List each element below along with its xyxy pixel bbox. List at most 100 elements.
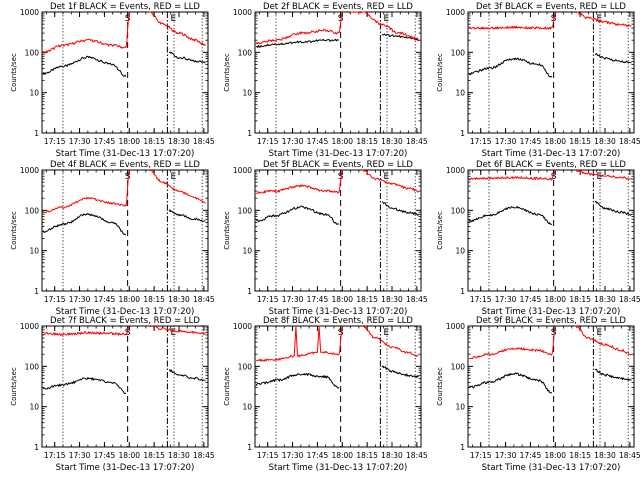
x-tick-label: 18:45 bbox=[406, 295, 428, 304]
x-tick-label: 18:45 bbox=[193, 451, 215, 460]
plot-frame bbox=[254, 169, 422, 292]
plot-frame bbox=[41, 325, 209, 448]
x-axis-label: Start Time (31-Dec-13 17:07:20) bbox=[269, 307, 408, 317]
x-tick-label: 18:15 bbox=[143, 295, 165, 304]
x-tick-label: 17:15 bbox=[257, 137, 279, 146]
red-lld-series-segment bbox=[42, 331, 127, 336]
y-tick-label: 1 bbox=[460, 443, 465, 452]
x-axis-label: Start Time (31-Dec-13 17:07:20) bbox=[482, 149, 621, 159]
x-tick-label: 17:45 bbox=[94, 137, 116, 146]
red-lld-series-segment bbox=[42, 196, 127, 214]
y-axis-label: Counts/sec bbox=[10, 53, 18, 92]
y-tick-label: 100 bbox=[451, 48, 466, 57]
black-events-series-segment bbox=[594, 53, 632, 64]
detector-panel-9: Det 9f BLACK = Events, RED = LLD Start Ti… bbox=[436, 316, 640, 473]
red-lld-series-segment bbox=[338, 169, 343, 193]
x-tick-label: 18:15 bbox=[356, 295, 378, 304]
x-tick-label: 18:15 bbox=[143, 137, 165, 146]
x-tick-label: 18:00 bbox=[118, 137, 140, 146]
x-axis-label: Start Time (31-Dec-13 17:07:20) bbox=[269, 463, 408, 473]
x-tick-label: 17:45 bbox=[94, 451, 116, 460]
red-lld-series-segment bbox=[551, 325, 556, 355]
x-tick-label: 17:15 bbox=[470, 137, 492, 146]
marker-label-E: E bbox=[171, 172, 177, 182]
y-tick-label: 10 bbox=[242, 403, 252, 412]
black-events-series-segment bbox=[468, 372, 553, 394]
black-events-series-segment bbox=[381, 365, 419, 379]
y-tick-label: 100 bbox=[25, 48, 40, 57]
x-tick-label: 17:45 bbox=[520, 137, 542, 146]
y-axis-label: Counts/sec bbox=[436, 211, 444, 250]
x-tick-label: 18:45 bbox=[406, 137, 428, 146]
marker-label-E: E bbox=[171, 14, 177, 24]
plot-frame bbox=[254, 325, 422, 448]
x-tick-label: 18:45 bbox=[406, 451, 428, 460]
marker-label-S: S bbox=[551, 172, 557, 182]
black-events-series-segment bbox=[469, 57, 553, 78]
panel-title: Det 3f BLACK = Events, RED = LLD bbox=[476, 2, 626, 12]
x-tick-label: 18:15 bbox=[569, 451, 591, 460]
marker-label-E: E bbox=[384, 14, 390, 24]
detector-panel-5: Det 5f BLACK = Events, RED = LLD Start Ti… bbox=[223, 160, 428, 317]
x-tick-label: 17:30 bbox=[282, 451, 304, 460]
y-tick-label: 10 bbox=[455, 89, 465, 98]
y-tick-label: 1000 bbox=[233, 322, 252, 331]
black-events-series-segment bbox=[42, 212, 127, 236]
red-lld-series-segment bbox=[256, 325, 340, 362]
panel-title: Det 9f BLACK = Events, RED = LLD bbox=[476, 316, 626, 326]
marker-label-E: E bbox=[597, 14, 603, 24]
x-tick-label: 17:45 bbox=[520, 295, 542, 304]
panel-title: Det 6f BLACK = Events, RED = LLD bbox=[476, 160, 626, 170]
x-tick-label: 18:00 bbox=[118, 295, 140, 304]
x-tick-label: 17:15 bbox=[44, 295, 66, 304]
y-tick-label: 1000 bbox=[446, 166, 465, 175]
red-lld-series-segment bbox=[469, 176, 553, 181]
red-lld-series-segment bbox=[551, 11, 556, 28]
marker-label-S: S bbox=[125, 172, 131, 182]
y-tick-label: 1000 bbox=[233, 166, 252, 175]
black-events-series-segment bbox=[468, 205, 553, 225]
y-tick-label: 100 bbox=[451, 206, 466, 215]
red-lld-series-segment bbox=[125, 325, 130, 335]
detector-panel-3: Det 3f BLACK = Events, RED = LLD Start Ti… bbox=[436, 2, 640, 159]
y-axis-label: Counts/sec bbox=[10, 211, 18, 250]
y-tick-label: 1 bbox=[34, 443, 39, 452]
red-lld-series-segment bbox=[148, 325, 206, 336]
y-axis-label: Counts/sec bbox=[10, 367, 18, 406]
detector-panel-8: Det 8f BLACK = Events, RED = LLD Start Ti… bbox=[223, 316, 428, 473]
red-lld-series-segment bbox=[574, 11, 632, 27]
x-tick-label: 18:30 bbox=[381, 295, 403, 304]
x-tick-label: 17:15 bbox=[257, 295, 279, 304]
plot-frame bbox=[41, 169, 209, 292]
black-events-series-segment bbox=[594, 368, 632, 381]
black-events-series-segment bbox=[255, 372, 340, 389]
red-lld-series-segment bbox=[551, 169, 556, 180]
x-tick-label: 17:15 bbox=[44, 451, 66, 460]
y-tick-label: 10 bbox=[29, 247, 39, 256]
black-events-series-segment bbox=[168, 209, 206, 222]
x-tick-label: 17:30 bbox=[282, 295, 304, 304]
plot-frame bbox=[467, 11, 635, 134]
red-lld-series-segment bbox=[575, 169, 632, 180]
detector-panel-7: Det 7f BLACK = Events, RED = LLD Start Ti… bbox=[10, 316, 215, 473]
red-lld-series-segment bbox=[43, 38, 127, 54]
x-axis-label: Start Time (31-Dec-13 17:07:20) bbox=[269, 149, 408, 159]
x-axis-label: Start Time (31-Dec-13 17:07:20) bbox=[482, 463, 621, 473]
marker-label-E: E bbox=[597, 328, 603, 338]
y-tick-label: 1 bbox=[247, 443, 252, 452]
y-axis-label: Counts/sec bbox=[223, 53, 231, 92]
detector-panel-1: Det 1f BLACK = Events, RED = LLD Start Ti… bbox=[10, 2, 215, 159]
x-axis-label: Start Time (31-Dec-13 17:07:20) bbox=[56, 463, 195, 473]
x-tick-label: 18:30 bbox=[168, 295, 190, 304]
red-lld-series-segment bbox=[348, 11, 419, 40]
y-tick-label: 10 bbox=[242, 89, 252, 98]
x-tick-label: 18:00 bbox=[331, 295, 353, 304]
y-tick-label: 100 bbox=[451, 362, 466, 371]
x-tick-label: 18:45 bbox=[193, 295, 215, 304]
y-tick-label: 1000 bbox=[20, 322, 39, 331]
y-tick-label: 10 bbox=[29, 89, 39, 98]
x-tick-label: 18:15 bbox=[569, 137, 591, 146]
red-lld-series-segment bbox=[338, 325, 343, 355]
y-tick-label: 10 bbox=[455, 403, 465, 412]
black-events-series-segment bbox=[255, 205, 340, 225]
